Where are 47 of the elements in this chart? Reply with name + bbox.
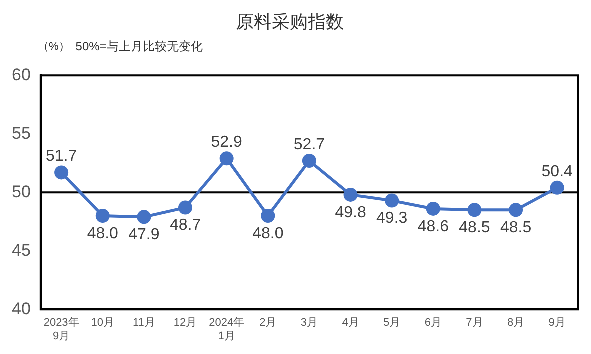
y-tick-label: 55 bbox=[12, 124, 31, 143]
x-tick-label: 4月 bbox=[342, 317, 360, 330]
point bbox=[261, 209, 276, 223]
y-axis-title: （%） bbox=[38, 41, 70, 54]
y-tick-label: 45 bbox=[12, 240, 31, 260]
point bbox=[385, 194, 400, 208]
data-label: 48.5 bbox=[459, 220, 490, 237]
data-label: 48.5 bbox=[500, 220, 532, 237]
x-tick-label: 3月 bbox=[300, 317, 318, 330]
chart-title: 原料采购指数 bbox=[236, 12, 344, 32]
point bbox=[468, 203, 482, 218]
y-tick-label: 60 bbox=[12, 65, 31, 84]
point bbox=[178, 200, 193, 215]
point bbox=[220, 152, 234, 166]
y-tick-label: 50 bbox=[12, 182, 31, 202]
data-label: 52.7 bbox=[294, 136, 326, 154]
data-label: 48.7 bbox=[170, 217, 202, 234]
x-tick-label: 8月 bbox=[507, 317, 525, 330]
point bbox=[302, 154, 316, 168]
data-label: 48.6 bbox=[418, 218, 450, 236]
point bbox=[96, 209, 110, 223]
point bbox=[137, 210, 152, 224]
x-tick-label: 11月 bbox=[132, 317, 156, 330]
x-tick-label: 12月 bbox=[174, 317, 198, 330]
point bbox=[426, 202, 440, 216]
x-tick-label: 2月 bbox=[260, 317, 277, 330]
x-tick-label: 7月 bbox=[466, 317, 484, 330]
data-label: 48.0 bbox=[87, 225, 119, 242]
point bbox=[344, 188, 358, 202]
y-tick-label: 40 bbox=[12, 299, 31, 318]
x-tick-label: 6月 bbox=[424, 317, 442, 330]
data-label: 50.4 bbox=[542, 163, 574, 180]
x-tick-label: 2023年 9月 bbox=[44, 317, 80, 342]
point bbox=[509, 203, 524, 218]
point bbox=[550, 180, 564, 195]
x-tick-label: 10月 bbox=[91, 317, 115, 330]
data-label: 52.9 bbox=[211, 134, 242, 152]
x-tick-label: 2024年 1月 bbox=[209, 317, 245, 342]
data-label: 47.9 bbox=[128, 226, 160, 244]
data-label: 48.0 bbox=[252, 225, 284, 242]
x-tick-label: 5月 bbox=[384, 317, 401, 330]
data-label: 49.3 bbox=[376, 210, 408, 228]
x-tick-label: 9月 bbox=[548, 317, 566, 330]
data-label: 49.8 bbox=[335, 204, 366, 222]
point bbox=[54, 166, 69, 180]
data-label: 51.7 bbox=[46, 148, 78, 166]
text: 50%=与上月比较无变化 bbox=[76, 39, 203, 54]
